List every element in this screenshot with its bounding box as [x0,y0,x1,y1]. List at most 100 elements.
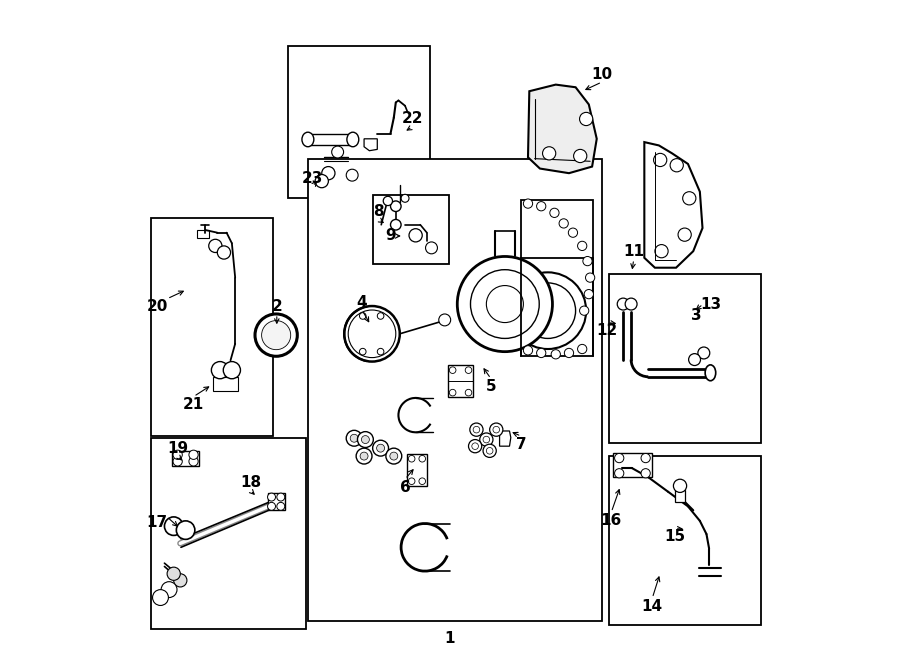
Text: 14: 14 [642,599,662,613]
Circle shape [480,433,493,446]
Text: 12: 12 [597,323,618,338]
Circle shape [344,306,400,362]
Circle shape [209,239,222,253]
Circle shape [580,306,589,315]
Text: 21: 21 [183,397,204,412]
Circle shape [391,219,401,230]
Circle shape [536,348,545,358]
Text: 16: 16 [600,513,622,527]
Bar [288,46,430,198]
Circle shape [277,493,284,501]
Circle shape [586,273,595,282]
Circle shape [360,452,368,460]
Circle shape [486,447,493,454]
Circle shape [362,436,369,444]
Text: 8: 8 [374,204,384,219]
Polygon shape [528,85,597,173]
Circle shape [386,448,401,464]
Circle shape [332,146,344,158]
Bar [150,438,306,629]
Circle shape [189,457,198,466]
Circle shape [348,310,396,358]
Circle shape [465,389,472,396]
Circle shape [683,192,696,205]
Circle shape [255,314,297,356]
Circle shape [615,453,624,463]
Text: 20: 20 [147,299,168,314]
Circle shape [568,228,578,237]
Circle shape [490,423,503,436]
Circle shape [520,283,576,338]
Bar [308,159,602,621]
Circle shape [578,241,587,251]
Circle shape [653,153,667,167]
Circle shape [356,448,372,464]
Bar [448,365,473,397]
Circle shape [173,457,183,466]
Text: 23: 23 [302,171,323,186]
Circle shape [551,350,561,359]
Ellipse shape [346,132,359,147]
Circle shape [217,246,230,259]
Circle shape [472,443,479,449]
Circle shape [626,298,637,310]
Circle shape [673,479,687,492]
Circle shape [615,469,624,478]
Circle shape [426,242,437,254]
Bar [521,200,593,356]
Circle shape [418,478,426,485]
Ellipse shape [302,132,314,147]
Circle shape [473,426,480,433]
Bar [308,134,353,145]
Circle shape [580,112,593,126]
Circle shape [350,434,358,442]
Circle shape [189,450,198,459]
Circle shape [483,436,490,443]
Bar [213,377,238,391]
Polygon shape [644,142,703,268]
Circle shape [617,298,629,310]
Circle shape [262,321,291,350]
Circle shape [465,367,472,373]
Circle shape [641,469,651,478]
Circle shape [161,582,177,598]
Polygon shape [364,139,377,151]
Circle shape [322,167,335,180]
Circle shape [212,362,229,379]
Circle shape [641,453,651,463]
Circle shape [346,430,362,446]
Circle shape [524,199,533,208]
Circle shape [670,159,683,172]
Circle shape [401,194,409,202]
Circle shape [486,286,524,323]
Circle shape [578,344,587,354]
Circle shape [373,440,389,456]
Circle shape [536,202,545,211]
Text: 5: 5 [486,379,496,394]
Text: 7: 7 [516,437,526,451]
Text: 1: 1 [445,631,455,646]
Circle shape [678,228,691,241]
Circle shape [315,175,328,188]
Circle shape [383,196,392,206]
Circle shape [584,290,593,299]
Circle shape [409,455,415,462]
Bar [197,230,210,238]
Circle shape [655,245,668,258]
Circle shape [359,313,366,319]
Circle shape [359,348,366,355]
Circle shape [390,452,398,460]
Circle shape [267,493,275,501]
Circle shape [409,478,415,485]
Circle shape [493,426,500,433]
Circle shape [165,517,183,535]
Circle shape [449,389,456,396]
Circle shape [167,567,180,580]
Circle shape [564,348,573,358]
Bar [608,456,760,625]
Polygon shape [500,431,511,446]
Circle shape [573,149,587,163]
Text: 18: 18 [239,475,261,490]
Circle shape [698,347,710,359]
Circle shape [176,521,195,539]
